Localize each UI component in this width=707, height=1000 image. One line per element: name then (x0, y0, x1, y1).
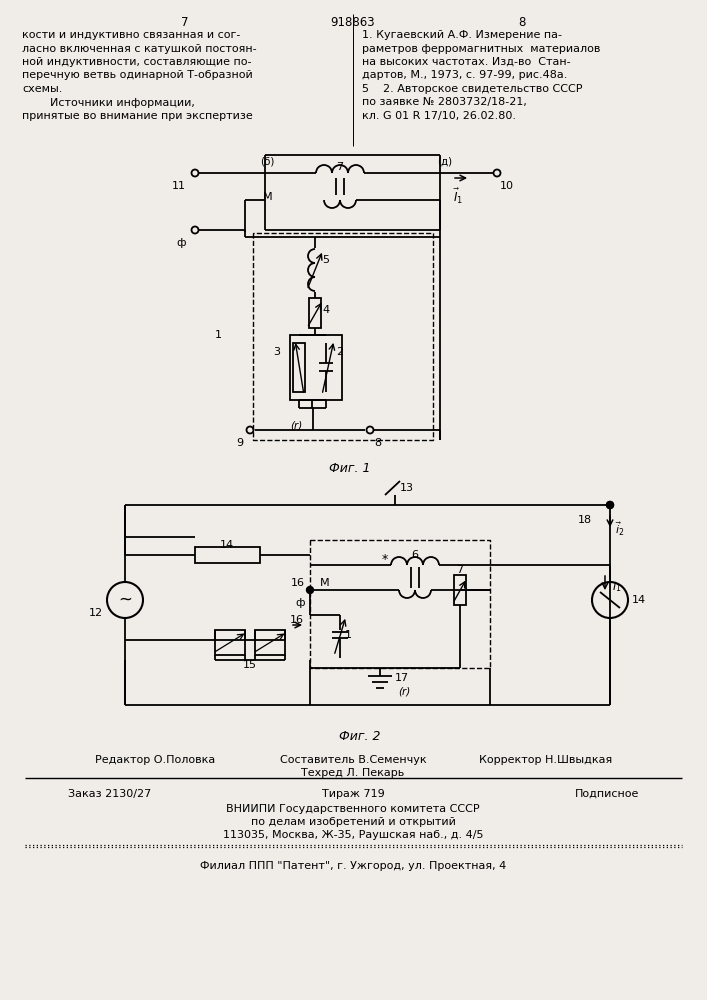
Text: (б): (б) (259, 157, 274, 167)
Text: ВНИИПИ Государственного комитета СССР: ВНИИПИ Государственного комитета СССР (226, 804, 480, 814)
Text: 1: 1 (345, 630, 352, 640)
Text: 113035, Москва, Ж-35, Раушская наб., д. 4/5: 113035, Москва, Ж-35, Раушская наб., д. … (223, 830, 484, 840)
Text: ф: ф (177, 238, 186, 248)
Bar (454, 575, 466, 605)
Text: Источники информации,: Источники информации, (22, 98, 195, 107)
Text: 15: 15 (243, 660, 257, 670)
Text: Редактор О.Половка: Редактор О.Половка (95, 755, 215, 765)
Text: 5: 5 (322, 255, 329, 265)
Bar (195, 547, 260, 563)
Text: Фиг. 2: Фиг. 2 (339, 730, 381, 743)
Text: Тираж 719: Тираж 719 (322, 789, 385, 799)
Bar (309, 298, 321, 328)
Text: схемы.: схемы. (22, 84, 62, 94)
Text: 17: 17 (395, 673, 409, 683)
Text: ласно включенная с катушкой постоян-: ласно включенная с катушкой постоян- (22, 43, 257, 53)
Text: 7: 7 (457, 565, 464, 575)
Text: ~: ~ (118, 591, 132, 609)
Text: Филиал ППП "Патент", г. Ужгород, ул. Проектная, 4: Филиал ППП "Патент", г. Ужгород, ул. Про… (200, 861, 506, 871)
Text: 14: 14 (220, 540, 234, 550)
Text: Техред Л. Пекарь: Техред Л. Пекарь (301, 768, 404, 778)
Text: 8: 8 (374, 438, 381, 448)
Text: кости и индуктивно связанная и сог-: кости и индуктивно связанная и сог- (22, 30, 240, 40)
Bar (293, 343, 305, 392)
Text: Составитель В.Семенчук: Составитель В.Семенчук (280, 755, 426, 765)
Circle shape (607, 502, 614, 508)
Text: *: * (382, 553, 388, 566)
Bar (215, 630, 245, 655)
Bar (290, 335, 342, 400)
Text: кл. G 01 R 17/10, 26.02.80.: кл. G 01 R 17/10, 26.02.80. (362, 111, 516, 121)
Text: Заказ 2130/27: Заказ 2130/27 (68, 789, 151, 799)
Text: дартов, М., 1973, с. 97-99, рис.48а.: дартов, М., 1973, с. 97-99, рис.48а. (362, 70, 568, 81)
Text: 2: 2 (336, 347, 343, 357)
Text: по делам изобретений и открытий: по делам изобретений и открытий (250, 817, 455, 827)
Text: по заявке № 2803732/18-21,: по заявке № 2803732/18-21, (362, 98, 527, 107)
Text: 7: 7 (337, 162, 344, 172)
Text: Корректор Н.Швыдкая: Корректор Н.Швыдкая (479, 755, 612, 765)
Text: 10: 10 (500, 181, 514, 191)
Text: 16: 16 (290, 615, 304, 625)
Text: 5    2. Авторское свидетельство СССР: 5 2. Авторское свидетельство СССР (362, 84, 583, 94)
Text: 14: 14 (632, 595, 646, 605)
Bar (255, 630, 285, 655)
Text: 16: 16 (291, 578, 305, 588)
Text: Подписное: Подписное (575, 789, 639, 799)
Text: 4: 4 (322, 305, 329, 315)
Text: 18: 18 (578, 515, 592, 525)
Text: 3: 3 (273, 347, 280, 357)
Text: 12: 12 (89, 608, 103, 618)
Circle shape (607, 502, 614, 508)
Text: 6: 6 (411, 550, 419, 560)
Text: $I_1$: $I_1$ (612, 580, 621, 594)
Text: (д): (д) (438, 157, 452, 167)
Text: ной индуктивности, составляющие по-: ной индуктивности, составляющие по- (22, 57, 252, 67)
Text: 1: 1 (214, 330, 221, 340)
Text: на высоких частотах. Изд-во  Стан-: на высоких частотах. Изд-во Стан- (362, 57, 571, 67)
Text: 918863: 918863 (331, 16, 375, 29)
Circle shape (307, 586, 313, 593)
Text: принятые во внимание при экспертизе: принятые во внимание при экспертизе (22, 111, 252, 121)
Text: M: M (263, 192, 273, 202)
Text: 1. Кугаевский А.Ф. Измерение па-: 1. Кугаевский А.Ф. Измерение па- (362, 30, 562, 40)
Text: перечную ветвь одинарной Т-образной: перечную ветвь одинарной Т-образной (22, 70, 252, 81)
Text: 13: 13 (400, 483, 414, 493)
Text: раметров ферромагнитных  материалов: раметров ферромагнитных материалов (362, 43, 600, 53)
Text: (r): (r) (290, 420, 303, 430)
Text: 7: 7 (181, 16, 189, 29)
Text: $\vec{I}_1$: $\vec{I}_1$ (453, 187, 463, 206)
Text: 9: 9 (236, 438, 243, 448)
Text: $\vec{i}_2$: $\vec{i}_2$ (615, 520, 624, 538)
Text: ф: ф (296, 598, 305, 608)
Text: 11: 11 (172, 181, 186, 191)
Text: Фиг. 1: Фиг. 1 (329, 462, 370, 475)
Text: 8: 8 (518, 16, 526, 29)
Text: M: M (320, 578, 329, 588)
Text: (r): (r) (398, 686, 410, 696)
